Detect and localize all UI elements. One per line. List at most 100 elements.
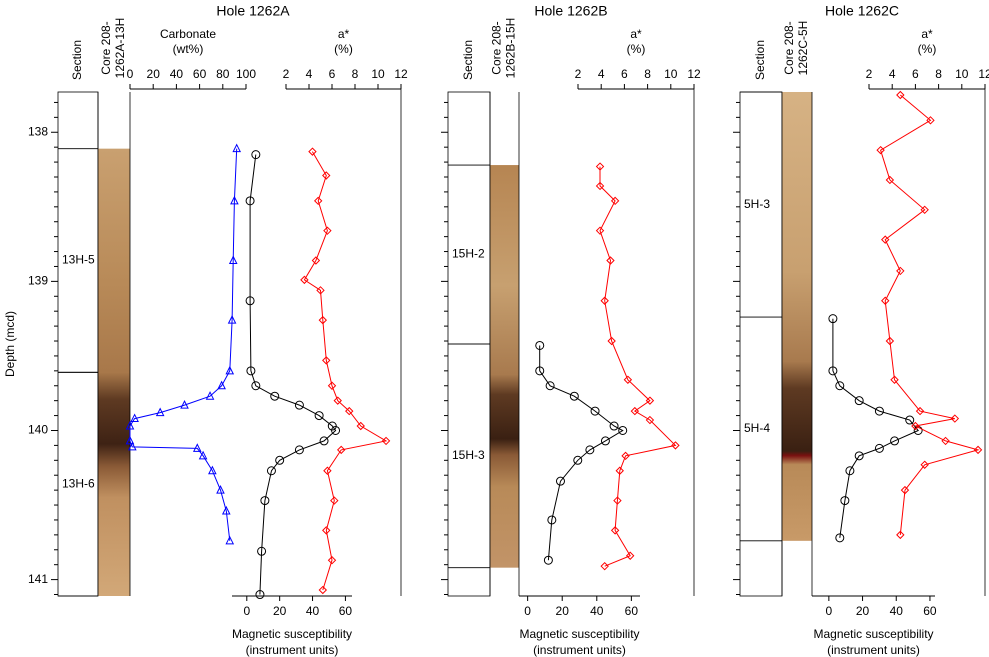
data-point <box>900 485 910 495</box>
data-point <box>590 406 600 416</box>
x-axis-label: (instrument units) <box>533 643 626 657</box>
data-point <box>245 196 255 206</box>
data-point <box>671 441 680 450</box>
series-line <box>249 154 337 595</box>
data-point <box>890 375 899 384</box>
x-tick-label: 8 <box>644 67 651 81</box>
x-tick-label: 12 <box>687 67 701 81</box>
data-point <box>610 196 620 206</box>
data-point <box>245 296 255 306</box>
section-column <box>57 91 99 597</box>
data-point <box>198 450 208 460</box>
x-tick-label: 0 <box>524 604 531 618</box>
data-point <box>260 496 270 506</box>
data-point <box>543 555 553 565</box>
data-point <box>336 445 346 455</box>
data-point <box>180 400 189 409</box>
data-point <box>573 455 583 465</box>
data-point <box>854 396 864 406</box>
panel-title: Hole 1262C <box>825 3 899 19</box>
section-column <box>739 91 783 597</box>
x-tick-label: 20 <box>273 604 287 618</box>
data-point <box>323 466 332 475</box>
core-label: 1262A-13H <box>113 18 127 79</box>
data-point <box>225 535 235 545</box>
y-tick-label: 139 <box>28 274 48 288</box>
data-point <box>630 406 640 416</box>
data-point <box>323 226 332 235</box>
data-point <box>322 171 331 180</box>
x-tick-label: 20 <box>147 67 161 81</box>
data-point <box>308 147 317 156</box>
data-point <box>322 526 331 535</box>
x-tick-label: 40 <box>306 604 320 618</box>
x-axis-label: (instrument units) <box>246 643 339 657</box>
data-point <box>607 336 616 346</box>
data-point <box>192 443 202 452</box>
data-point <box>920 205 929 215</box>
data-point <box>881 296 890 305</box>
data-point <box>911 421 920 431</box>
data-point <box>227 315 237 324</box>
data-point <box>319 436 329 446</box>
x-tick-label: 4 <box>598 67 605 81</box>
data-point <box>621 451 630 461</box>
x-tick-label: 8 <box>935 67 942 81</box>
data-point <box>876 145 885 155</box>
x-tick-label: 6 <box>621 67 628 81</box>
x-tick-label: 0 <box>826 604 833 618</box>
x-tick-label: 0 <box>243 604 250 618</box>
data-point <box>230 195 239 205</box>
section-label: 5H-4 <box>744 421 770 435</box>
x-axis-label: Magnetic susceptibility <box>813 627 933 641</box>
data-point <box>595 181 605 191</box>
x-tick-label: 10 <box>371 67 385 81</box>
data-point <box>896 90 905 100</box>
data-point <box>345 406 354 416</box>
y-axis-label: Depth (mcd) <box>3 311 17 377</box>
data-point <box>600 561 609 571</box>
data-point <box>610 526 620 535</box>
section-header: Section <box>461 40 475 80</box>
data-point <box>330 496 339 505</box>
x-tick-label: 40 <box>170 67 184 81</box>
data-point <box>535 366 545 376</box>
section-header: Section <box>753 40 767 80</box>
x-axis-label: (%) <box>627 42 646 56</box>
data-point <box>216 485 225 494</box>
data-point <box>885 336 895 346</box>
data-point <box>905 415 915 425</box>
data-point <box>356 421 365 431</box>
data-point <box>333 396 342 405</box>
core-label: 1262C-5H <box>796 21 810 76</box>
data-point <box>545 381 555 391</box>
data-point <box>835 381 845 391</box>
data-point <box>645 396 655 405</box>
panel-title: Hole 1262B <box>534 3 607 19</box>
series-line <box>539 345 624 561</box>
data-point <box>854 451 864 461</box>
x-axis-label: Magnetic susceptibility <box>519 627 639 641</box>
data-point <box>208 465 217 475</box>
data-point <box>874 443 884 453</box>
core-image <box>98 148 130 596</box>
series-line <box>303 151 388 591</box>
data-point <box>920 460 929 469</box>
section-label: 15H-2 <box>452 247 485 261</box>
data-point <box>232 143 242 153</box>
core-image <box>490 165 519 568</box>
data-point <box>313 196 323 206</box>
data-point <box>555 476 565 486</box>
data-point <box>885 175 895 185</box>
section-label: 13H-5 <box>62 253 95 267</box>
data-point <box>205 391 215 400</box>
x-tick-label: 60 <box>193 67 207 81</box>
series-line <box>832 318 920 538</box>
x-tick-label: 40 <box>890 604 904 618</box>
data-point <box>266 466 276 476</box>
data-point <box>625 551 635 560</box>
x-tick-label: 2 <box>866 67 873 81</box>
x-tick-label: 6 <box>329 67 336 81</box>
x-tick-label: 60 <box>625 604 639 618</box>
